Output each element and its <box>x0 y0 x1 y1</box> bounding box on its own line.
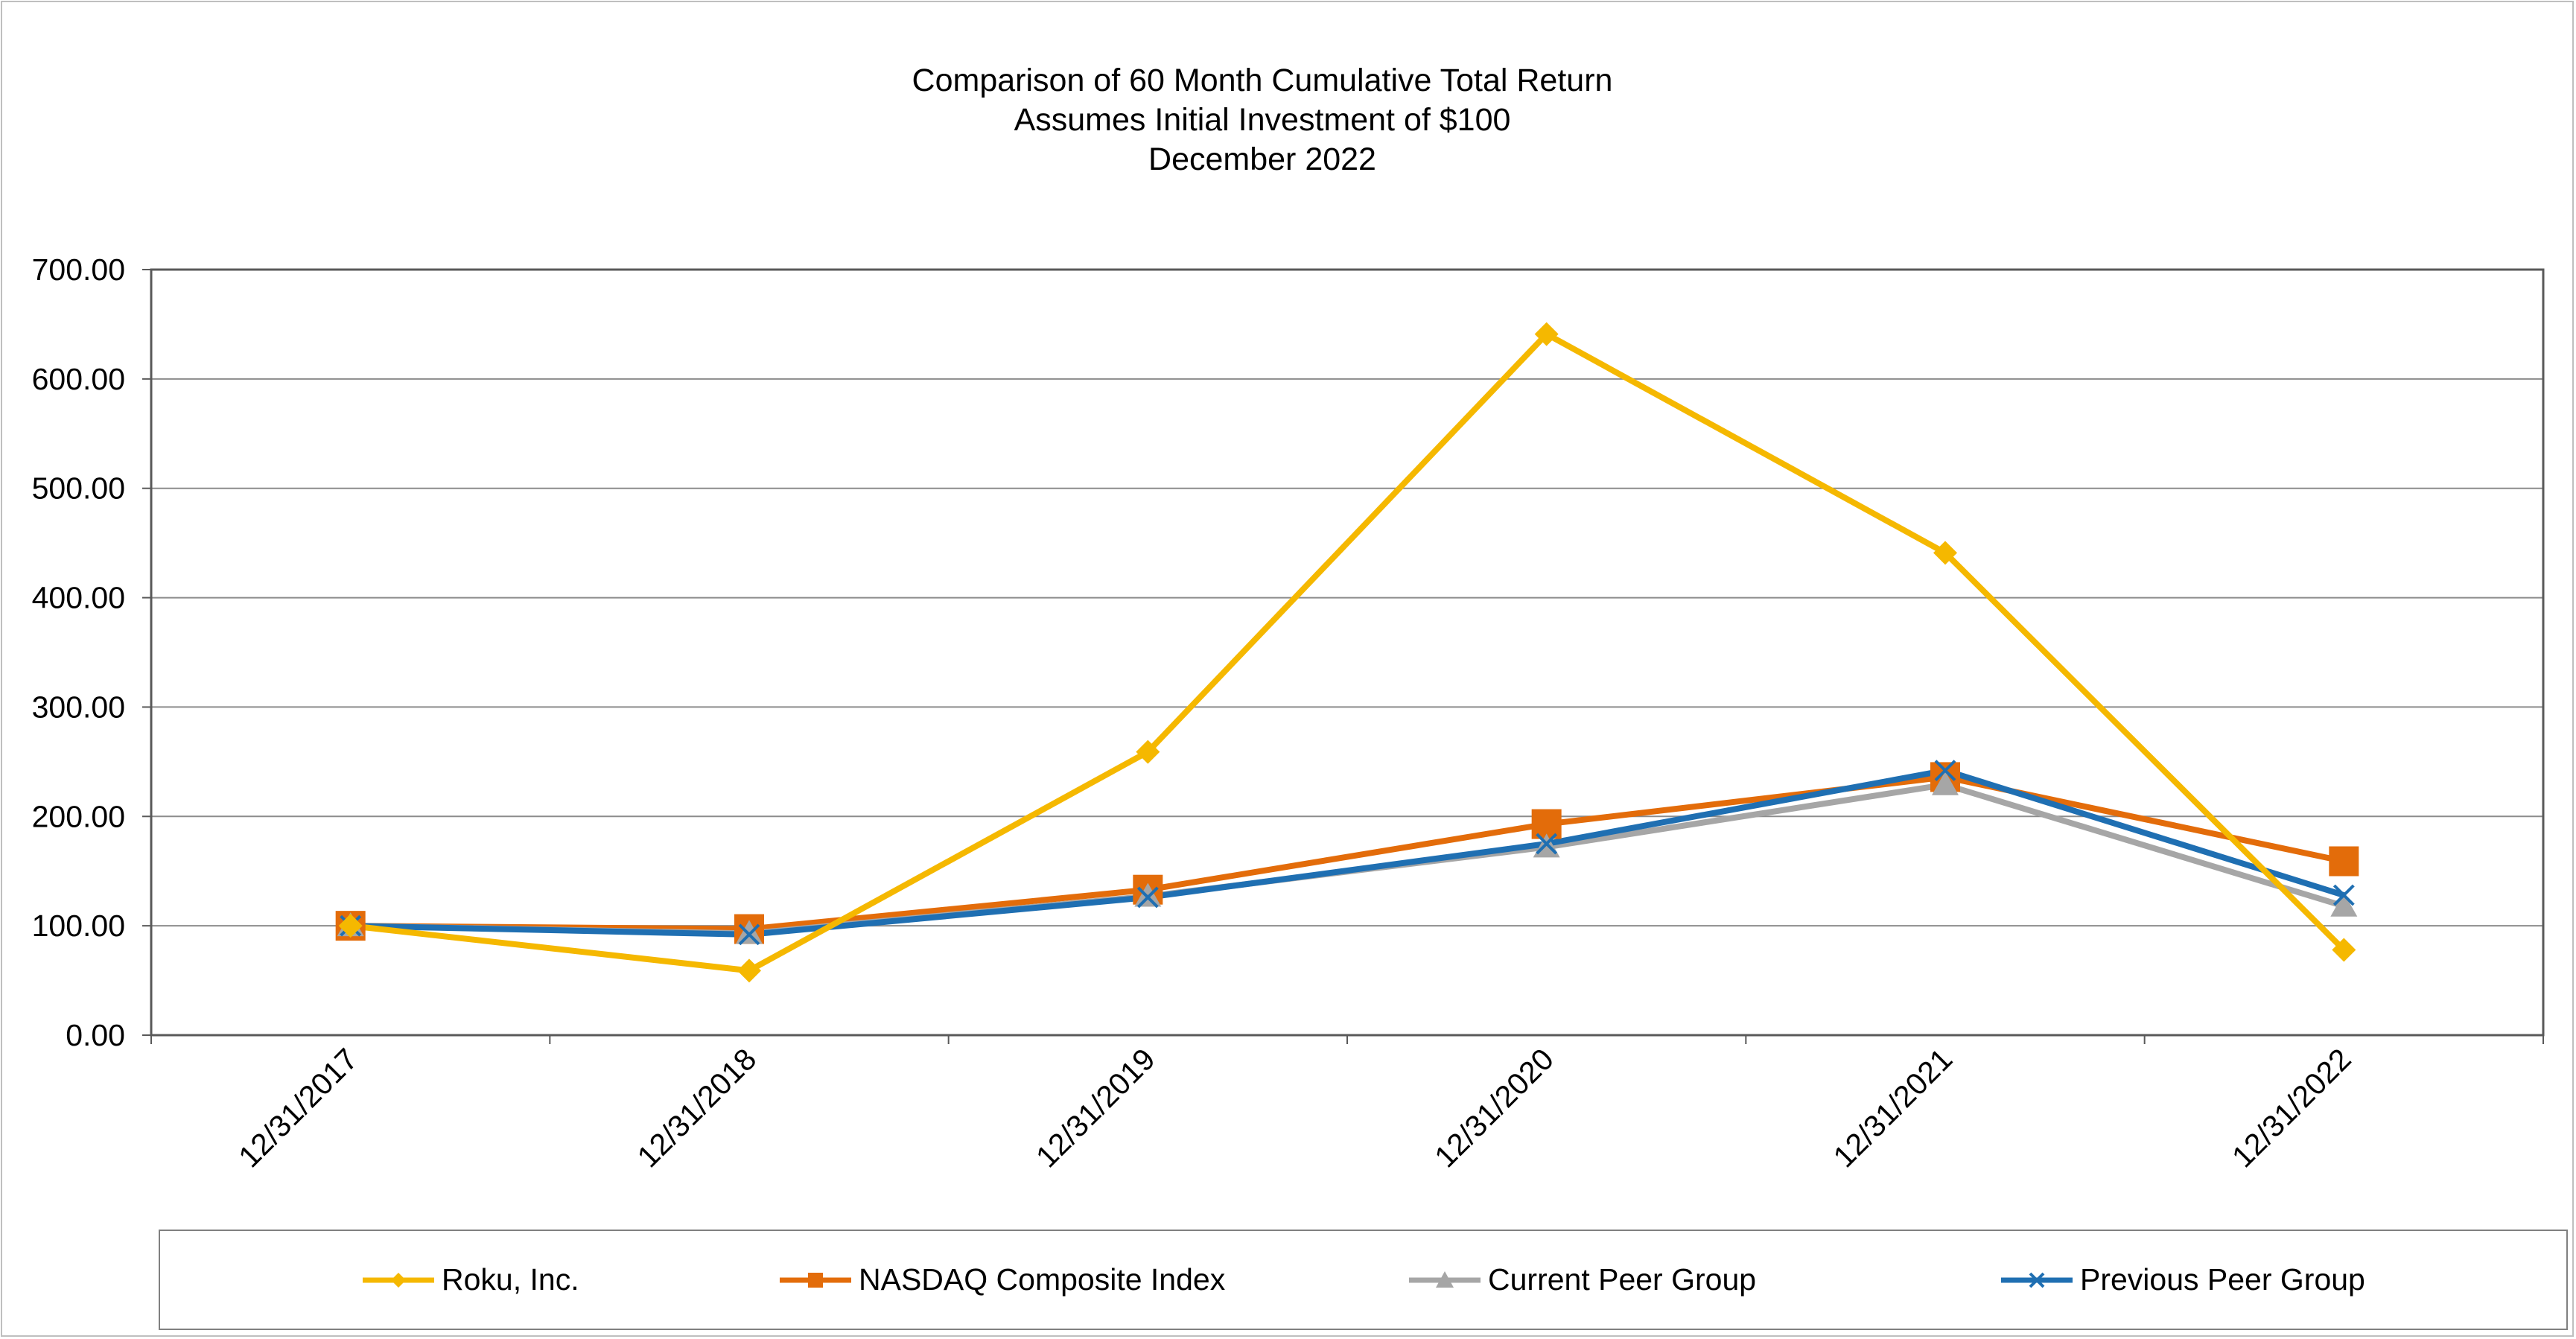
y-tick-label-3: 300.00 <box>32 690 125 724</box>
y-tick-label-4: 400.00 <box>32 581 125 615</box>
legend-swatch-previous-peer <box>2001 1272 2073 1288</box>
legend-item-nasdaq: NASDAQ Composite Index <box>778 1231 1225 1329</box>
x-tick-label-0: 12/31/2017 <box>232 1042 364 1174</box>
x-tick-label-1: 12/31/2018 <box>631 1042 763 1174</box>
chart-title: Comparison of 60 Month Cumulative Total … <box>912 63 1613 98</box>
legend-label-nasdaq: NASDAQ Composite Index <box>859 1262 1226 1297</box>
point-previous-peer-group-2 <box>1136 886 1159 909</box>
point-roku-inc-2 <box>1136 740 1160 764</box>
plot-area <box>151 270 2543 1035</box>
legend-swatch-current-peer <box>1409 1270 1481 1288</box>
point-current-peer-group-4 <box>1932 771 1959 795</box>
point-roku-inc-0 <box>338 914 363 938</box>
point-current-peer-group-5 <box>2330 892 2358 917</box>
point-previous-peer-group-3 <box>1536 833 1558 855</box>
point-previous-peer-group-1 <box>738 923 760 946</box>
point-roku-inc-4 <box>1933 541 1957 565</box>
point-roku-inc-3 <box>1534 322 1559 346</box>
y-tick-label-7: 700.00 <box>32 252 125 287</box>
legend-swatch-roku <box>363 1272 434 1288</box>
point-current-peer-group-2 <box>1134 882 1162 907</box>
chart-title-block: Comparison of 60 Month Cumulative Total … <box>0 61 2525 179</box>
y-tick-label-5: 500.00 <box>32 471 125 506</box>
chart-legend: Roku, Inc. NASDAQ Composite Index Curren… <box>159 1230 2568 1330</box>
y-tick-label-2: 200.00 <box>32 799 125 833</box>
point-nasdaq-composite-index-5 <box>2329 846 2359 877</box>
x-tick-label-4: 12/31/2021 <box>1827 1042 1959 1174</box>
x-tick-label-2: 12/31/2019 <box>1029 1042 1162 1174</box>
legend-swatch-nasdaq <box>780 1272 851 1288</box>
chart-subtitle-date: December 2022 <box>1148 141 1376 177</box>
point-previous-peer-group-5 <box>2332 884 2355 906</box>
point-current-peer-group-1 <box>736 920 763 944</box>
y-tick-label-1: 100.00 <box>32 909 125 943</box>
legend-item-roku: Roku, Inc. <box>361 1231 579 1329</box>
point-roku-inc-5 <box>2332 938 2356 962</box>
chart-subtitle-investment: Assumes Initial Investment of $100 <box>1014 102 1511 138</box>
y-tick-label-6: 600.00 <box>32 362 125 396</box>
point-roku-inc-1 <box>737 958 761 983</box>
point-previous-peer-group-4 <box>1934 760 1956 782</box>
legend-item-previous-peer: Previous Peer Group <box>2000 1231 2365 1329</box>
x-tick-label-5: 12/31/2022 <box>2225 1042 2358 1174</box>
series-line-previous-peer-group <box>350 767 2345 938</box>
legend-label-current-peer: Current Peer Group <box>1488 1262 1757 1297</box>
legend-label-roku: Roku, Inc. <box>442 1262 579 1297</box>
series-line-roku-inc <box>350 331 2347 974</box>
line-chart: 0.00 100.00 200.00 300.00 400.00 500.00 600.00… <box>32 252 2545 1174</box>
plot-border <box>150 268 2545 1037</box>
legend-item-current-peer: Current Peer Group <box>1408 1231 1756 1329</box>
legend-label-previous-peer: Previous Peer Group <box>2080 1262 2365 1297</box>
x-tick-label-3: 12/31/2020 <box>1428 1042 1560 1174</box>
y-tick-label-0: 0.00 <box>66 1018 125 1052</box>
